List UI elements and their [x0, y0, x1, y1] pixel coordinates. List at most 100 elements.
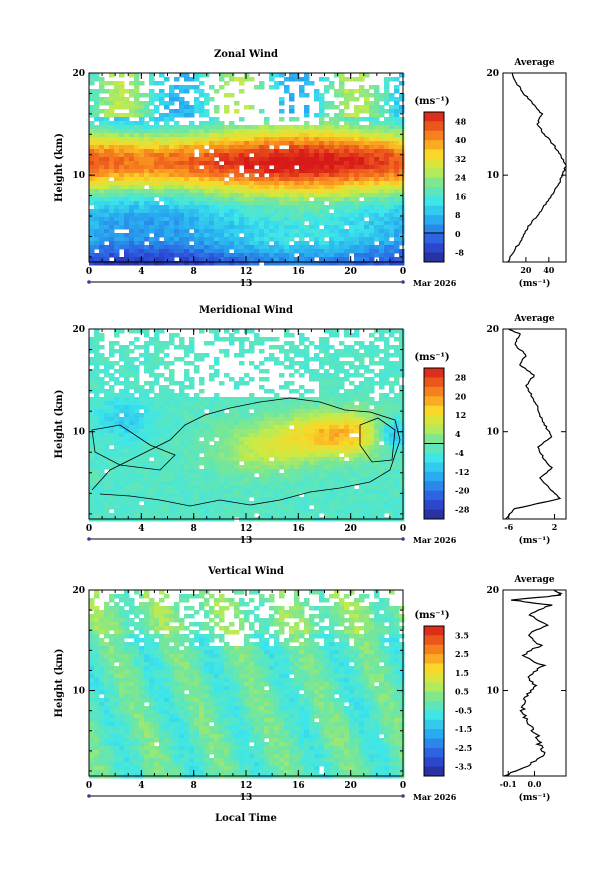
- average-profile-line: [505, 328, 562, 520]
- colorbar-segment: [424, 747, 444, 758]
- x-tick-label: 20: [344, 781, 357, 791]
- date-axis-start-marker: [87, 794, 91, 798]
- colorbar-tick-label: 0.5: [455, 687, 469, 697]
- colorbar-segment: [424, 243, 444, 254]
- x-tick-label: 0: [86, 781, 92, 791]
- colorbar-tick-label: 48: [455, 116, 467, 126]
- average-profile-line: [504, 589, 563, 777]
- colorbar-tick-label: 20: [455, 391, 467, 401]
- date-axis-end-marker: [401, 537, 405, 541]
- colorbar-unit: (ms⁻¹): [414, 352, 449, 363]
- colorbar-segment: [424, 766, 444, 777]
- average-profile: Average 20 10 20 40 (ms⁻¹): [486, 58, 567, 289]
- colorbar-segment: [424, 490, 444, 501]
- colorbar-tick-label: 40: [455, 135, 467, 145]
- colorbar-segment: [424, 471, 444, 482]
- colorbar: (ms⁻¹) 28 20 12 4 -4 -12 -20 -28: [414, 352, 470, 520]
- colorbar-tick-label: 4: [455, 429, 461, 439]
- colorbar-segment: [424, 112, 444, 122]
- x-tick-label: 16: [292, 524, 305, 534]
- panel-title: Meridional Wind: [199, 305, 293, 316]
- x-tick-label: 12: [240, 524, 253, 534]
- average-x-tick-label: 20: [520, 265, 532, 275]
- x-tick-label: 8: [191, 267, 197, 277]
- y-axis-label: Height (km): [54, 649, 65, 718]
- average-title: Average: [513, 575, 554, 585]
- colorbar-segment: [424, 415, 444, 426]
- colorbar-segment: [424, 644, 444, 655]
- contour-line: [91, 424, 176, 471]
- average-frame: [502, 72, 567, 263]
- colorbar-segment: [424, 233, 444, 244]
- colorbar-segment: [424, 377, 444, 388]
- colorbar-segment: [424, 452, 444, 463]
- colorbar-tick-label: -2.5: [455, 743, 472, 753]
- average-x-tick-label: 40: [543, 265, 555, 275]
- x-tick-label: 0: [86, 267, 92, 277]
- colorbar-segment: [424, 663, 444, 674]
- colorbar-segment: [424, 710, 444, 721]
- colorbar-segment: [424, 396, 444, 407]
- colorbar-tick-label: -12: [455, 467, 469, 477]
- colorbar: (ms⁻¹) 48 40 32 24 16 8 0 -8: [414, 96, 467, 263]
- average-x-tick-label: 0.0: [528, 779, 542, 789]
- meridional-zero-contour: [91, 397, 401, 507]
- average-x-tick-label: 2: [552, 522, 558, 532]
- x-tick-label: 0: [400, 781, 406, 791]
- average-y-tick-label: 10: [486, 687, 499, 697]
- panel-title: Vertical Wind: [207, 566, 284, 577]
- colorbar-tick-label: 16: [455, 191, 467, 201]
- colorbar-segment: [424, 177, 444, 188]
- y-axis-label: Height (km): [54, 133, 65, 202]
- x-tick-label: 4: [138, 267, 144, 277]
- colorbar-tick-label: 32: [455, 154, 466, 164]
- colorbar-segment: [424, 434, 444, 444]
- colorbar-segment: [424, 738, 444, 749]
- average-title: Average: [513, 314, 554, 324]
- colorbar-frame: [423, 625, 445, 777]
- colorbar-segment: [424, 729, 444, 739]
- x-tick-label: 12: [240, 781, 253, 791]
- colorbar-segment: [424, 672, 444, 683]
- x-tick-label: 8: [191, 781, 197, 791]
- colorbar-segment: [424, 405, 444, 416]
- day-label: 13: [240, 536, 253, 546]
- colorbar-tick-label: -0.5: [455, 705, 472, 715]
- colorbar-segment: [424, 757, 444, 768]
- average-frame: [502, 589, 567, 777]
- colorbar-tick-label: 1.5: [455, 668, 469, 678]
- colorbar-segment: [424, 368, 444, 378]
- colorbar-tick-label: -8: [455, 248, 464, 258]
- y-tick-label: 20: [72, 325, 85, 335]
- colorbar-segment: [424, 158, 444, 169]
- date-label: Mar 2026: [413, 535, 457, 545]
- x-tick-label: 20: [344, 267, 357, 277]
- x-tick-label: 12: [240, 267, 253, 277]
- panel-title: Zonal Wind: [214, 49, 278, 60]
- x-tick-label: 16: [292, 781, 305, 791]
- colorbar-segment: [424, 719, 444, 730]
- colorbar-tick-label: 12: [455, 410, 466, 420]
- colorbar-unit: (ms⁻¹): [414, 96, 449, 107]
- average-profile: Average 20 10 -0.1 0.0 (ms⁻¹): [486, 575, 567, 803]
- colorbar-tick-label: 2.5: [455, 649, 469, 659]
- colorbar-tick-label: -4: [455, 448, 464, 458]
- colorbar-segment: [424, 205, 444, 216]
- colorbar-tick-label: 3.5: [455, 630, 469, 640]
- heatmap-field: [89, 590, 405, 779]
- colorbar-segment: [424, 130, 444, 141]
- average-unit: (ms⁻¹): [519, 535, 551, 546]
- y-tick-label: 20: [72, 69, 85, 79]
- colorbar-segment: [424, 252, 444, 263]
- colorbar-segment: [424, 682, 444, 693]
- colorbar-segment: [424, 443, 444, 454]
- average-frame: [502, 328, 567, 520]
- colorbar-segment: [424, 424, 444, 435]
- date-axis-start-marker: [87, 537, 91, 541]
- date-axis-start-marker: [87, 280, 91, 284]
- date-axis-end-marker: [401, 794, 405, 798]
- colorbar-segment: [424, 149, 444, 160]
- colorbar-segment: [424, 462, 444, 473]
